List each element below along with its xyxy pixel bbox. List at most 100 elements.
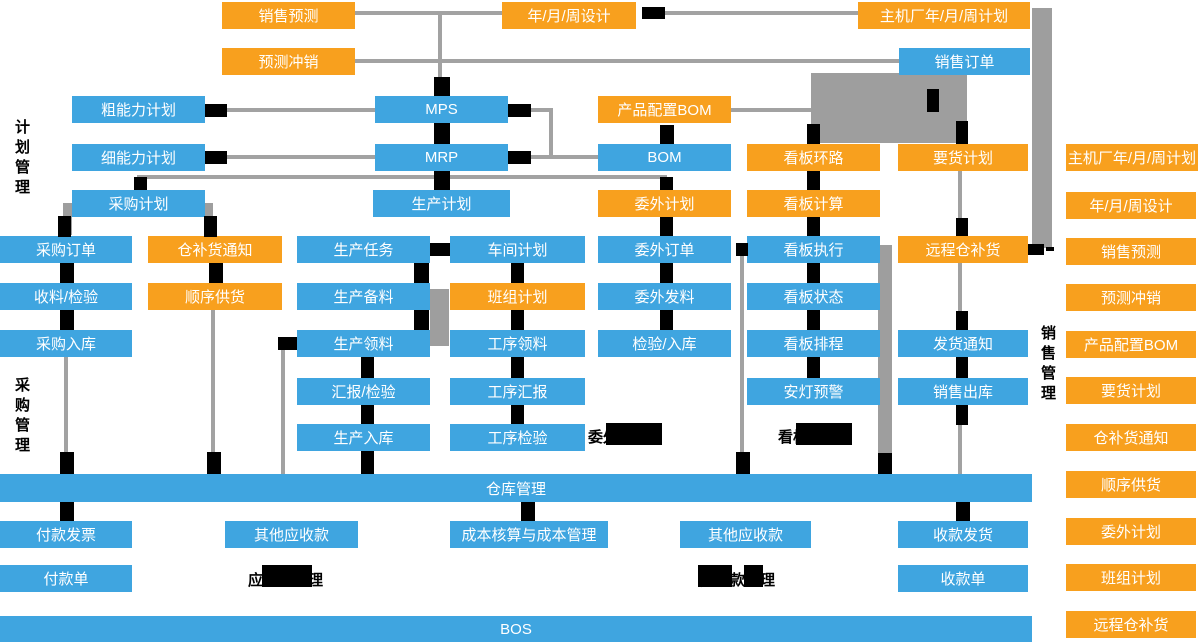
connector-mark: [60, 502, 74, 521]
connector-mark: [660, 310, 673, 330]
node-product-config-bom: 产品配置BOM: [598, 96, 731, 123]
node-sequence-supply: 顺序供货: [148, 283, 282, 310]
connector-mark: [511, 263, 524, 283]
node-other-receivable-right: 其他应收款: [680, 521, 811, 548]
node-kanban-loop: 看板环路: [747, 144, 880, 171]
node-kanban-status: 看板状态: [747, 283, 880, 310]
connector-mark: [956, 357, 968, 378]
connector-mark: [361, 405, 374, 424]
connector-mark: [927, 89, 939, 112]
connector-mark: [1046, 247, 1054, 251]
node-kanban-calc: 看板计算: [747, 190, 880, 217]
connector-line: [211, 310, 215, 452]
node-kanban-exec: 看板执行: [747, 236, 880, 263]
connector-mark: [660, 125, 674, 144]
node-payment-doc: 付款单: [0, 565, 132, 592]
connector-mark: [361, 357, 374, 378]
connector-line: [355, 11, 502, 15]
node-remote-warehouse-replenish: 远程仓补货: [898, 236, 1028, 263]
node-warehouse-replenish-notice: 仓补货通知: [148, 236, 282, 263]
connector-line: [281, 349, 285, 474]
connector-bar: [878, 245, 892, 453]
node-team-plan-right: 班组计划: [1066, 564, 1196, 591]
node-purchase-order: 采购订单: [0, 236, 132, 263]
connector-mark: [508, 151, 531, 164]
connector-mark: [58, 216, 71, 237]
connector-mark: [511, 310, 524, 330]
connector-mark: [807, 217, 820, 236]
redaction-bar: [698, 565, 732, 587]
node-production-task: 生产任务: [297, 236, 430, 263]
node-sales-forecast-right: 销售预测: [1066, 238, 1196, 265]
connector-mark: [205, 151, 227, 164]
connector-mark: [434, 123, 450, 144]
connector-mark: [956, 121, 968, 144]
node-warehouse-mgmt-bar: 仓库管理: [0, 474, 1032, 502]
node-sequence-supply-right: 顺序供货: [1066, 471, 1196, 498]
node-outsource-plan: 委外计划: [598, 190, 731, 217]
connector-mark: [414, 263, 429, 283]
node-fine-capacity-plan: 细能力计划: [72, 144, 205, 171]
connector-mark: [956, 502, 970, 521]
node-warehouse-replenish-right: 仓补货通知: [1066, 424, 1196, 451]
redaction-bar: [262, 565, 312, 587]
node-cost-accounting: 成本核算与成本管理: [450, 521, 608, 548]
node-inspect-inbound: 检验/入库: [598, 330, 731, 357]
connector-line: [438, 11, 442, 79]
connector-mark: [807, 124, 820, 144]
node-team-plan: 班组计划: [450, 283, 585, 310]
node-production-plan: 生产计划: [373, 190, 510, 217]
section-label-plan-mgmt: 计划管理: [14, 119, 30, 196]
node-bos-bar: BOS: [0, 616, 1032, 642]
connector-line: [355, 59, 899, 63]
connector-line: [137, 175, 667, 179]
node-receive-inspect: 收料/检验: [0, 283, 132, 310]
section-label-sales-mgmt: 销售管理: [1040, 325, 1056, 402]
node-product-config-bom-right: 产品配置BOM: [1066, 331, 1196, 358]
connector-mark: [414, 310, 429, 330]
connector-line: [740, 255, 744, 453]
connector-line: [227, 108, 375, 112]
node-receipt-doc: 收款单: [898, 565, 1028, 592]
connector-line: [549, 108, 553, 159]
node-year-month-week-design: 年/月/周设计: [502, 2, 636, 29]
node-production-material-issue: 生产领料: [297, 330, 430, 357]
node-outsource-plan-right: 委外计划: [1066, 518, 1196, 545]
redaction-bar: [744, 565, 763, 587]
connector-line: [64, 357, 68, 453]
connector-line: [531, 108, 553, 112]
redaction-bar: [796, 423, 852, 445]
connector-mark: [736, 452, 750, 474]
node-delivery-notice: 发货通知: [898, 330, 1028, 357]
connector-mark: [204, 216, 217, 237]
connector-mark: [511, 357, 524, 378]
connector-mark: [60, 310, 74, 330]
node-process-material-issue: 工序领料: [450, 330, 585, 357]
connector-line: [958, 171, 962, 218]
connector-mark: [878, 453, 892, 474]
connector-mark: [660, 217, 673, 236]
connector-mark: [521, 502, 535, 521]
section-label-purchase-mgmt: 采购管理: [14, 377, 30, 454]
connector-mark: [430, 243, 450, 256]
connector-mark: [956, 218, 968, 236]
redaction-bar: [606, 423, 662, 445]
node-workshop-plan: 车间计划: [450, 236, 585, 263]
connector-mark: [508, 104, 531, 117]
connector-line: [665, 11, 858, 15]
connector-mark: [207, 452, 221, 474]
connector-mark: [209, 263, 223, 283]
node-kanban-schedule: 看板排程: [747, 330, 880, 357]
connector-bar: [430, 289, 449, 346]
connector-mark: [736, 243, 748, 256]
connector-mark: [807, 171, 820, 190]
connector-mark: [60, 452, 74, 474]
connector-mark: [134, 177, 147, 190]
connector-mark: [642, 7, 665, 19]
connector-mark: [660, 177, 673, 190]
node-process-report: 工序汇报: [450, 378, 585, 405]
node-production-material-prep: 生产备料: [297, 283, 430, 310]
node-mrp: MRP: [375, 144, 508, 171]
node-process-inspect: 工序检验: [450, 424, 585, 451]
